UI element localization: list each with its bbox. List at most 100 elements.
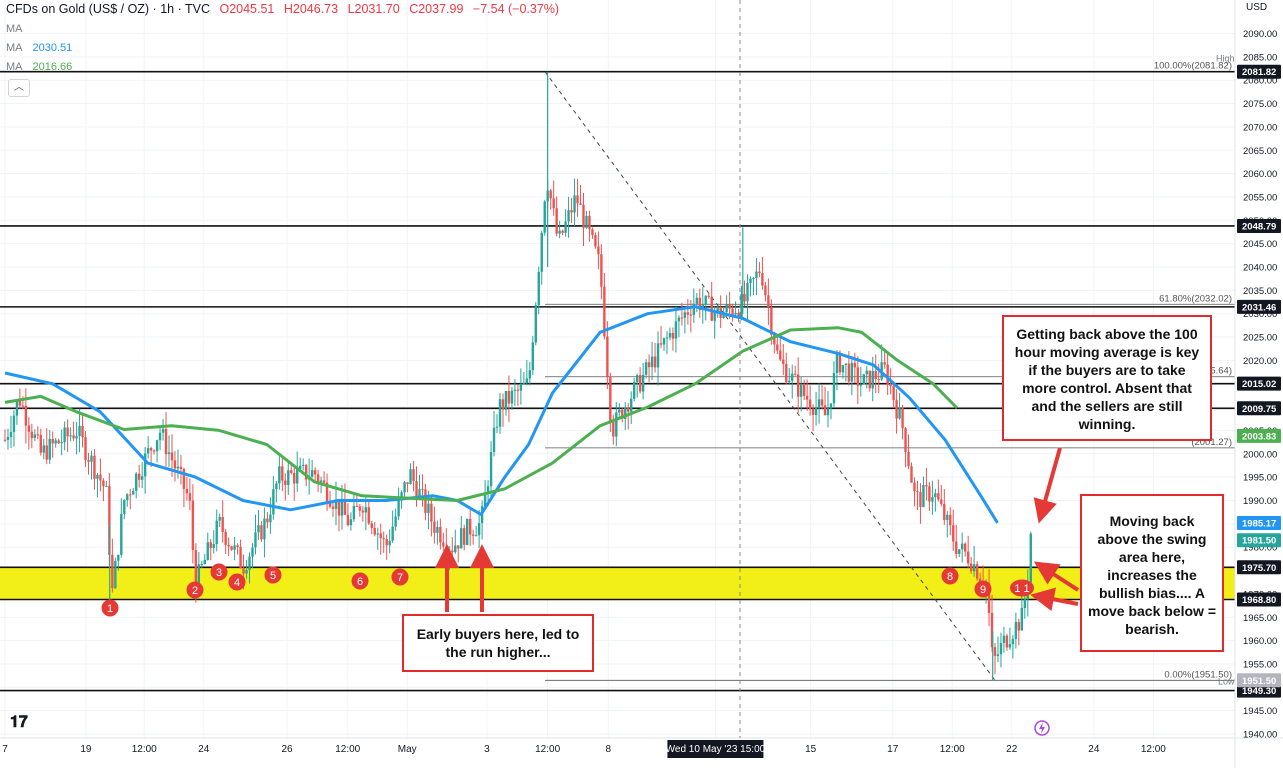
candle-body	[665, 337, 669, 339]
candle-body	[114, 560, 117, 589]
candle-body	[78, 425, 81, 437]
candle-body	[164, 428, 168, 455]
price-tick-label: 2090.00	[1243, 29, 1277, 40]
candle-body	[621, 409, 624, 419]
candle-body	[978, 578, 982, 582]
candle-body	[692, 303, 696, 316]
ma-line	[4, 305, 999, 524]
time-axis[interactable]: 7 19 12:00 24 26 12:00 May 3 12:00 8 Wed 10 May '2…	[2, 740, 1166, 758]
candle-body	[987, 583, 991, 613]
candle-body	[415, 481, 418, 499]
low-marker: Low	[1218, 676, 1235, 686]
ma-legend-row[interactable]: MA 2016.66	[6, 61, 72, 73]
candle-body	[191, 500, 195, 550]
candle-body	[209, 542, 212, 548]
tradingview-logo[interactable]: 𝟏𝟕	[10, 714, 28, 731]
candle-body	[54, 440, 57, 444]
candle-body	[27, 425, 31, 432]
candle-body	[60, 442, 63, 444]
time-tick-label: 15	[805, 744, 817, 755]
indicator-price-tag	[1237, 516, 1281, 531]
candle-body	[373, 527, 376, 535]
candle-body	[111, 554, 114, 589]
candle-body	[832, 373, 836, 404]
candle-body	[388, 540, 391, 546]
ma-legend-row[interactable]: MA	[6, 23, 33, 35]
candle-body	[644, 362, 648, 375]
candle-body	[528, 370, 532, 379]
candle-body	[630, 398, 633, 412]
candle-body	[564, 221, 567, 233]
candle-body	[203, 559, 206, 565]
candle-body	[791, 373, 794, 381]
candle-body	[319, 480, 323, 483]
candle-body	[635, 375, 639, 383]
candle-body	[442, 542, 445, 547]
candle-body	[486, 486, 490, 494]
candle-body	[170, 452, 174, 461]
candle-body	[269, 514, 272, 523]
candle-body	[698, 297, 701, 311]
candle-body	[913, 482, 916, 492]
support-resistance-lines	[0, 70, 1235, 692]
candle-body	[126, 494, 129, 501]
candle-body	[352, 505, 356, 520]
swing-marker	[941, 567, 959, 585]
candle-body	[403, 482, 406, 493]
candle-body	[51, 438, 54, 444]
candle-body	[275, 483, 278, 490]
level-price-tag	[1237, 64, 1281, 79]
candle-body	[543, 201, 546, 233]
candle-body	[397, 500, 400, 517]
candle-body	[316, 474, 320, 483]
candle-body	[504, 391, 508, 410]
candle-body	[498, 399, 502, 427]
time-tick-label: 12:00	[132, 744, 157, 755]
candle-body	[647, 362, 651, 368]
candle-body	[343, 500, 347, 515]
currency-label[interactable]: USD	[1246, 2, 1267, 13]
candle-body	[513, 389, 517, 391]
candle-body	[385, 539, 388, 546]
candle-body	[105, 485, 108, 487]
high-value: H2046.73	[283, 2, 339, 16]
candle-body	[310, 470, 314, 477]
candle-body	[695, 297, 699, 304]
fib-trendline	[544, 71, 996, 681]
candle-body	[182, 469, 186, 489]
ma-legend-row[interactable]: MA 2030.51	[6, 42, 72, 54]
collapse-legend-button[interactable]: ︿	[8, 79, 30, 97]
symbol-title[interactable]: CFDs on Gold (US$ / OZ) · 1h · TVC	[6, 2, 210, 16]
candle-body	[87, 460, 90, 462]
candle-body	[749, 278, 752, 284]
candle-body	[12, 415, 16, 433]
candle-body	[117, 554, 120, 561]
candle-body	[152, 450, 156, 452]
time-tick-label: 24	[198, 744, 210, 755]
candle-body	[576, 195, 579, 204]
candle-body	[650, 356, 654, 368]
price-tick-label: 2080.00	[1243, 76, 1277, 87]
candle-body	[489, 452, 493, 487]
candle-body	[355, 505, 359, 507]
candle-body	[239, 546, 242, 569]
candle-body	[615, 412, 618, 437]
candle-body	[540, 232, 543, 272]
candle-body	[993, 647, 997, 656]
candle-body	[910, 466, 913, 483]
candle-body	[394, 516, 397, 527]
flash-icon[interactable]	[1034, 720, 1050, 736]
swing-marker-label: 3	[216, 567, 222, 579]
candle-body	[928, 486, 931, 502]
swing-marker	[1010, 579, 1034, 597]
candle-body	[525, 378, 529, 384]
annotation-arrow	[1033, 561, 1080, 592]
candle-body	[63, 427, 66, 443]
candle-body	[299, 465, 302, 469]
level-price-tag	[1237, 401, 1281, 416]
candle-body	[158, 432, 162, 441]
candle-body	[218, 517, 221, 521]
swing-marker-label: 8	[947, 571, 953, 583]
price-axis[interactable]: 1940.001945.001950.001955.001960.001965.…	[1243, 29, 1277, 741]
